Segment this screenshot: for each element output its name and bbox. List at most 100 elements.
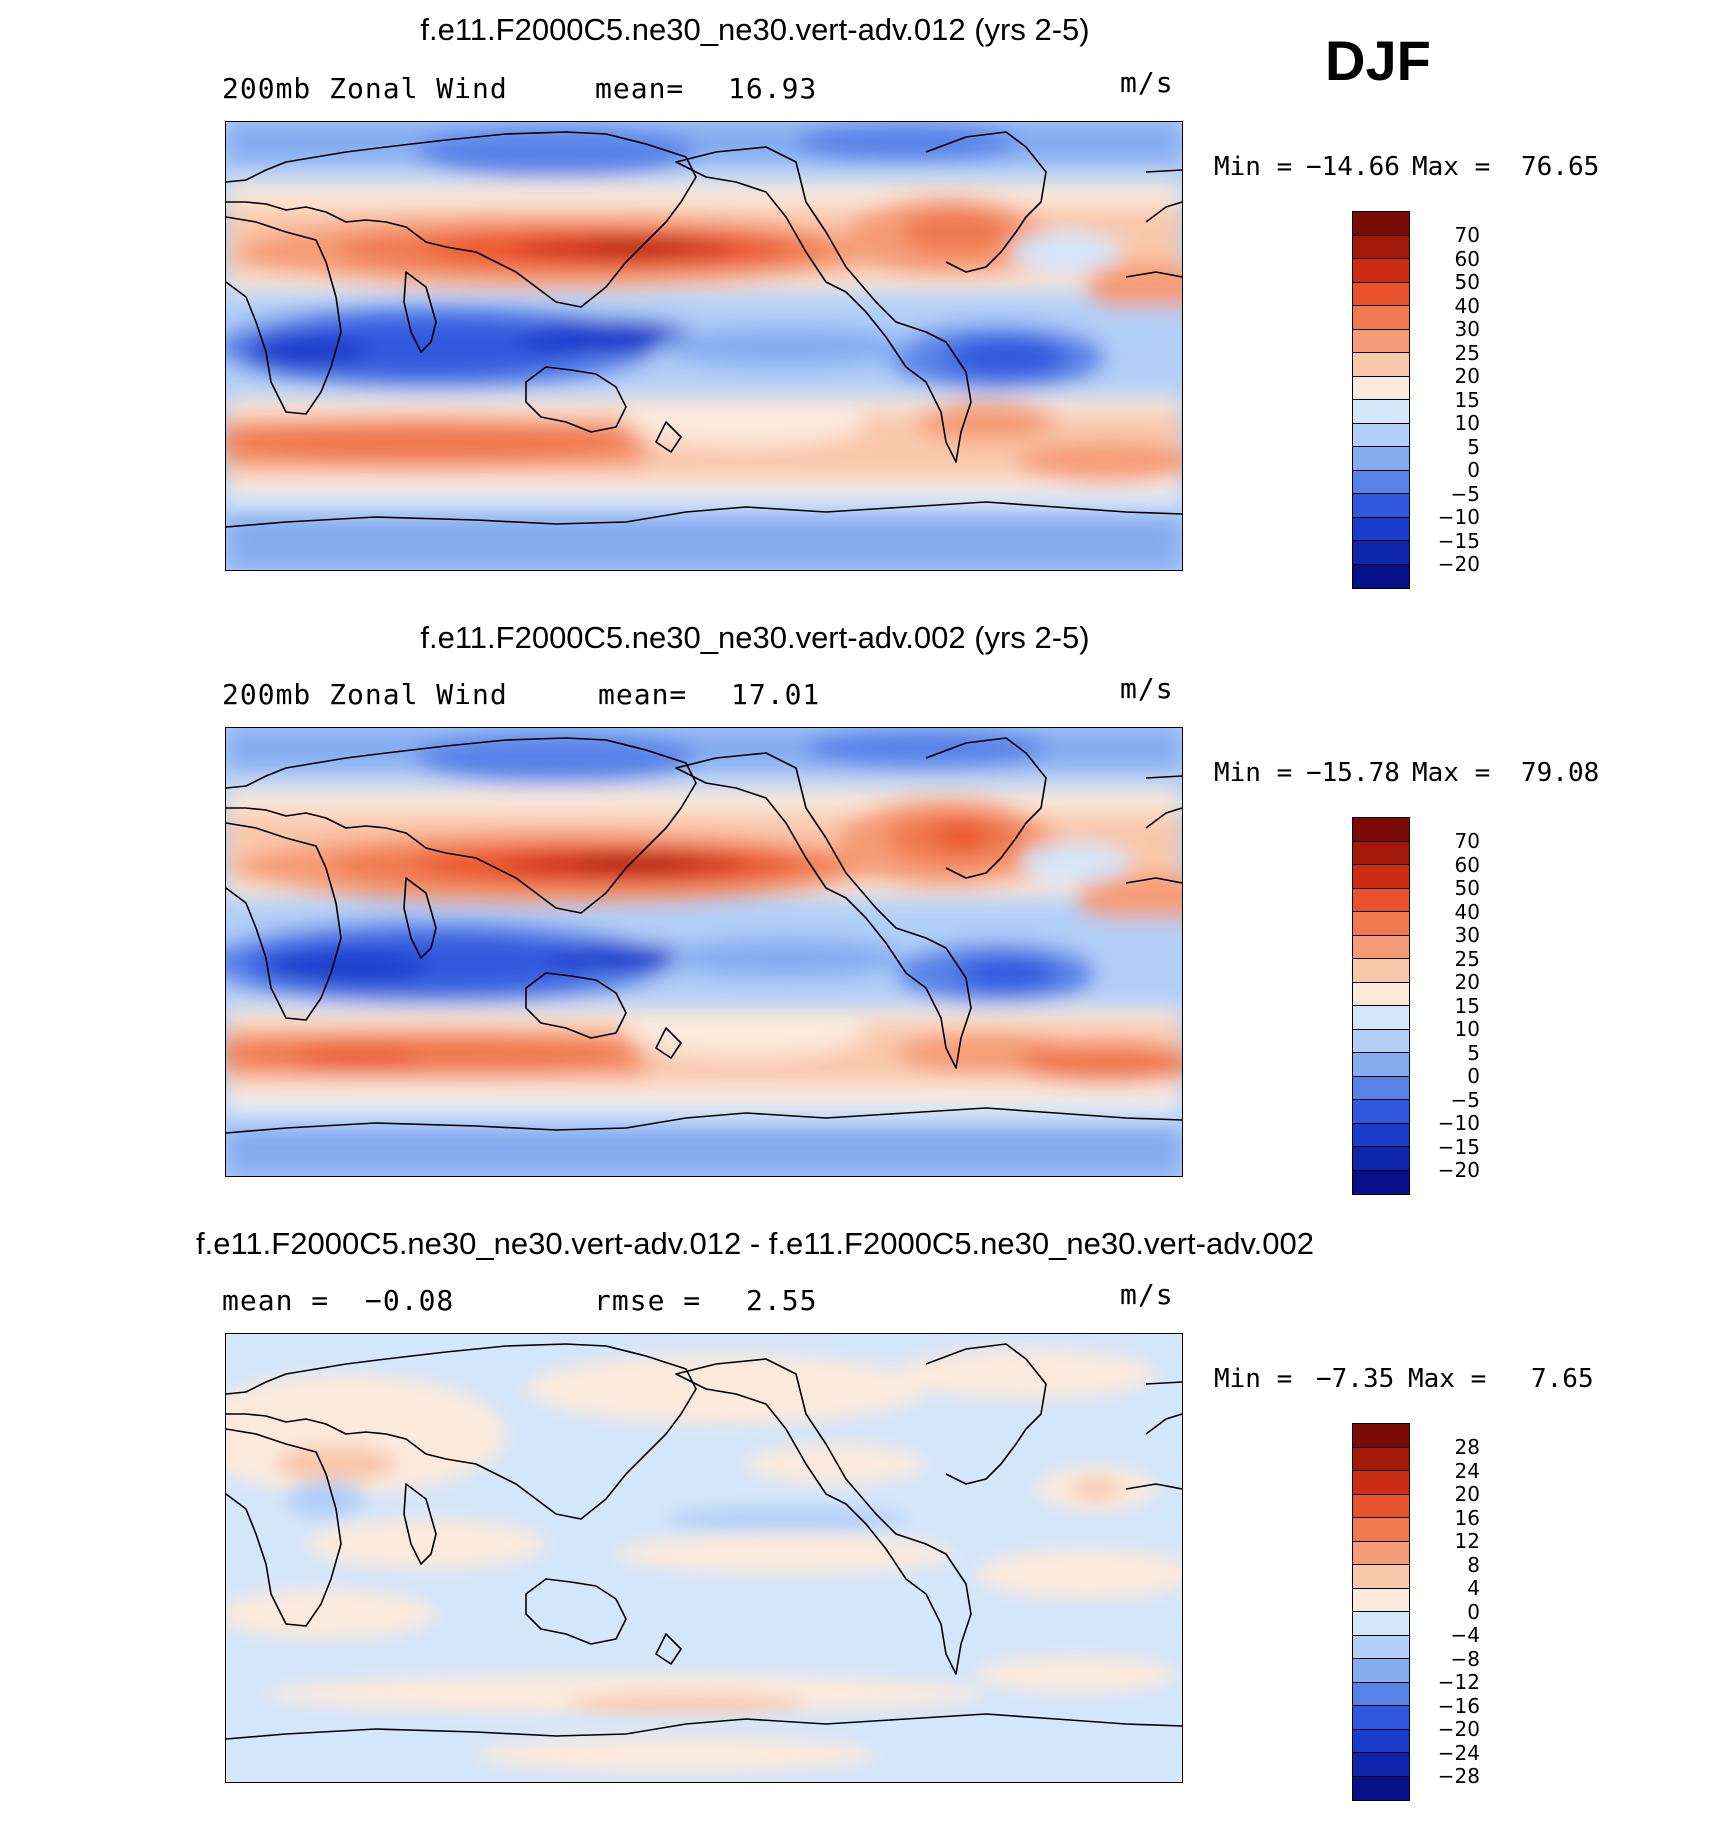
panel1-mean-value: 16.93 <box>728 72 818 105</box>
panel1-min-value: −14.66 <box>1306 152 1400 182</box>
panel2-level-label: 20 <box>1454 970 1480 994</box>
panel2-min-label: Min = <box>1214 758 1293 788</box>
panel1-level-label: 60 <box>1454 246 1480 271</box>
panel1-level-label: 50 <box>1454 270 1480 294</box>
panel3-level-label: −20 <box>1437 1717 1480 1741</box>
panel1-colorbar-swatch <box>1353 494 1409 518</box>
panel2-level-label: 10 <box>1454 1017 1480 1041</box>
panel1-colorbar-swatch <box>1353 306 1409 330</box>
panel3-colorbar-swatch <box>1353 1776 1409 1800</box>
panel1-max-value: 76.65 <box>1521 152 1600 182</box>
panel1-level-label: 5 <box>1467 434 1480 459</box>
panel3-rmse-value: 2.55 <box>746 1284 818 1317</box>
panel2-level-label: 60 <box>1454 852 1480 877</box>
panel2-level-label: 30 <box>1454 923 1480 947</box>
panel3-level-label: −24 <box>1437 1740 1480 1765</box>
panel1-level-label: 40 <box>1454 293 1480 318</box>
panel3-level-label: 4 <box>1467 1576 1480 1600</box>
panel3-level-label: 12 <box>1454 1529 1480 1553</box>
panel2-level-label: −20 <box>1437 1158 1480 1182</box>
panel1-colorbar-swatch <box>1353 564 1409 588</box>
panel2-colorbar-swatch <box>1353 1006 1409 1030</box>
panel2-mean-label: mean= <box>598 678 688 711</box>
panel1-level-label: 10 <box>1454 411 1480 435</box>
panel1-colorbar-swatch <box>1353 212 1409 236</box>
panel1-level-label: 20 <box>1454 364 1480 388</box>
panel1-level-label: −15 <box>1437 528 1480 553</box>
panel3-colorbar-swatch <box>1353 1659 1409 1683</box>
panel2-colorbar-swatch <box>1353 982 1409 1006</box>
panel3-colorbar-swatch <box>1353 1612 1409 1636</box>
panel3-max-value: 7.65 <box>1531 1364 1594 1394</box>
panel3-level-label: 8 <box>1467 1552 1480 1577</box>
panel3-colorbar-swatch <box>1353 1541 1409 1565</box>
panel3-min-label: Min = <box>1214 1364 1293 1394</box>
panel2-level-label: 5 <box>1467 1040 1480 1065</box>
season-label: DJF <box>1325 29 1431 92</box>
panel1-colorbar-swatch <box>1353 423 1409 447</box>
panel1-colorbar-swatch <box>1353 517 1409 541</box>
panel2-level-label: 25 <box>1454 946 1480 971</box>
panel3-level-label: 0 <box>1467 1599 1480 1624</box>
panel1-colorbar-swatch <box>1353 376 1409 400</box>
panel3-title: f.e11.F2000C5.ne30_ne30.vert-adv.012 - f… <box>196 1226 1314 1261</box>
panel2-colorbar-swatch <box>1353 1053 1409 1077</box>
panel2-colorbar-swatch <box>1353 912 1409 936</box>
panel2-min-value: −15.78 <box>1306 758 1400 788</box>
panel3-colorbar-swatch <box>1353 1471 1409 1495</box>
panel3-units: m/s <box>1120 1278 1174 1311</box>
panel1-level-label: 70 <box>1454 223 1480 247</box>
panel1-level-label: −20 <box>1437 552 1480 576</box>
panel1-max-label: Max = <box>1412 152 1491 182</box>
panel2-colorbar-swatch <box>1353 1076 1409 1100</box>
panel1-colorbar-swatch <box>1353 353 1409 377</box>
panel3-colorbar-swatch <box>1353 1447 1409 1471</box>
panel3-colorbar-swatch <box>1353 1588 1409 1612</box>
panel3-max-label: Max = <box>1408 1364 1487 1394</box>
panel2-title: f.e11.F2000C5.ne30_ne30.vert-adv.002 (yr… <box>420 620 1090 655</box>
panel2-colorbar-swatch <box>1353 841 1409 865</box>
panel3-colorbar-swatch <box>1353 1494 1409 1518</box>
panel3-level-label: 28 <box>1454 1435 1480 1459</box>
panel3-level-label: −12 <box>1437 1670 1480 1694</box>
panel3-colorbar-swatch <box>1353 1753 1409 1777</box>
panel1-colorbar-swatch <box>1353 235 1409 259</box>
panel3-map <box>225 1333 1183 1783</box>
panel1-map <box>225 121 1183 571</box>
panel2-level-label: 15 <box>1454 993 1480 1018</box>
panel3-level-label: −8 <box>1450 1646 1480 1671</box>
panel1-colorbar-swatch <box>1353 400 1409 424</box>
panel1-mean-label: mean= <box>595 72 685 105</box>
panel2-map <box>225 727 1183 1177</box>
panel2-level-label: 70 <box>1454 829 1480 853</box>
panel2-colorbar-swatch <box>1353 1147 1409 1171</box>
panel2-max-label: Max = <box>1412 758 1491 788</box>
panel2-level-label: 40 <box>1454 899 1480 924</box>
panel1-colorbar-swatch <box>1353 470 1409 494</box>
panel2-level-label: 0 <box>1467 1064 1480 1088</box>
panel3-min-value: −7.35 <box>1316 1364 1395 1394</box>
panel1-colorbar <box>1352 211 1410 589</box>
panel1-colorbar-swatch <box>1353 259 1409 283</box>
panel3-colorbar-swatch <box>1353 1518 1409 1542</box>
panel1-colorbar-swatch <box>1353 447 1409 471</box>
panel2-colorbar-swatch <box>1353 865 1409 889</box>
panel2-level-label: −5 <box>1450 1087 1480 1112</box>
panel3-level-label: −28 <box>1437 1764 1480 1788</box>
panel2-colorbar-swatch <box>1353 959 1409 983</box>
panel3-colorbar-swatch <box>1353 1682 1409 1706</box>
panel2-mean-value: 17.01 <box>731 678 821 711</box>
panel1-min-label: Min = <box>1214 152 1293 182</box>
panel3-colorbar-swatch <box>1353 1729 1409 1753</box>
panel1-level-label: 15 <box>1454 387 1480 412</box>
panel1-level-label: −5 <box>1450 481 1480 506</box>
panel2-level-label: −15 <box>1437 1134 1480 1159</box>
panel2-colorbar <box>1352 817 1410 1195</box>
panel1-level-label: 25 <box>1454 340 1480 365</box>
panel3-level-label: 16 <box>1454 1505 1480 1530</box>
panel2-colorbar-swatch <box>1353 1100 1409 1124</box>
panel1-variable: 200mb Zonal Wind <box>222 72 508 105</box>
panel3-rmse-label: rmse = <box>594 1284 702 1317</box>
panel3-level-label: −16 <box>1437 1693 1480 1718</box>
panel2-units: m/s <box>1120 672 1174 705</box>
